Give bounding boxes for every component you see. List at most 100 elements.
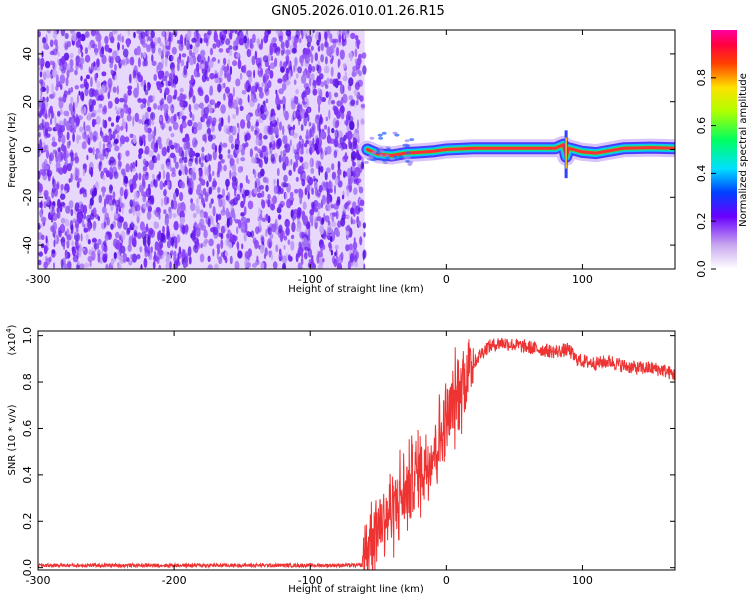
noise-speckle	[124, 188, 129, 198]
noise-speckle	[38, 131, 41, 138]
noise-speckle	[244, 251, 251, 260]
noise-speckle	[229, 32, 233, 40]
noise-speckle	[164, 70, 170, 78]
noise-speckle	[267, 194, 271, 200]
noise-speckle	[214, 77, 220, 84]
noise-speckle	[229, 65, 233, 76]
noise-speckle	[343, 34, 346, 40]
noise-speckle	[336, 196, 341, 205]
noise-speckle	[246, 30, 249, 35]
noise-speckle	[170, 115, 176, 124]
noise-speckle	[52, 91, 56, 98]
noise-speckle	[231, 125, 237, 136]
noise-speckle	[38, 190, 42, 196]
noise-speckle	[55, 124, 59, 131]
noise-speckle	[217, 247, 220, 255]
noise-speckle	[144, 244, 148, 253]
noise-speckle	[72, 132, 75, 143]
noise-speckle	[261, 217, 266, 222]
spec-x-tick-label: -300	[26, 273, 51, 286]
snr-y-tick-label: 0.6	[21, 420, 34, 438]
noise-speckle	[138, 119, 142, 124]
noise-speckle	[153, 73, 157, 82]
noise-speckle	[191, 171, 197, 181]
noise-speckle	[119, 33, 122, 43]
noise-speckle	[63, 263, 68, 269]
noise-speckle	[104, 35, 109, 45]
noise-speckle	[285, 227, 290, 236]
noise-speckle	[278, 203, 284, 209]
noise-speckle	[176, 56, 182, 64]
noise-speckle	[69, 219, 74, 231]
noise-speckle	[243, 193, 246, 205]
noise-speckle	[227, 149, 231, 154]
noise-speckle	[207, 255, 211, 262]
noise-speckle	[98, 141, 102, 151]
noise-speckle	[40, 200, 43, 210]
noise-speckle	[270, 134, 275, 145]
noise-speckle	[265, 213, 269, 221]
noise-speckle	[207, 134, 213, 142]
noise-speckle	[170, 250, 174, 256]
noise-speckle	[80, 247, 86, 252]
noise-speckle	[301, 31, 304, 40]
noise-speckle	[64, 157, 68, 168]
noise-speckle	[297, 66, 302, 74]
noise-speckle	[68, 103, 73, 112]
noise-speckle	[68, 200, 74, 209]
noise-speckle	[284, 192, 288, 200]
noise-speckle	[263, 253, 267, 260]
noise-speckle	[87, 221, 91, 232]
noise-speckle	[257, 62, 262, 69]
noise-speckle	[287, 124, 291, 131]
noise-speckle	[235, 78, 241, 87]
noise-speckle	[324, 38, 328, 46]
noise-speckle	[345, 113, 349, 123]
noise-speckle	[165, 261, 171, 269]
noise-speckle	[240, 119, 246, 129]
track-blob	[383, 161, 389, 165]
noise-speckle	[132, 116, 135, 127]
noise-speckle	[66, 131, 70, 141]
noise-speckle	[86, 154, 89, 161]
noise-speckle	[136, 215, 140, 224]
track-blob	[404, 139, 410, 143]
noise-speckle	[103, 221, 107, 228]
noise-speckle	[173, 192, 177, 201]
noise-speckle	[130, 162, 133, 173]
noise-speckle	[250, 230, 255, 238]
noise-speckle	[291, 47, 298, 54]
noise-speckle	[115, 116, 119, 123]
noise-speckle	[115, 231, 120, 239]
noise-speckle	[240, 166, 244, 172]
noise-speckle	[185, 133, 189, 139]
noise-speckle	[337, 72, 341, 80]
noise-speckle	[281, 230, 285, 239]
noise-speckle	[85, 233, 89, 241]
noise-speckle	[126, 58, 130, 65]
noise-speckle	[241, 243, 244, 250]
noise-speckle	[50, 216, 54, 223]
noise-speckle	[196, 184, 202, 193]
noise-speckle	[89, 105, 93, 113]
noise-speckle	[45, 44, 49, 49]
noise-speckle	[39, 70, 43, 78]
noise-speckle	[51, 141, 58, 147]
noise-speckle	[287, 239, 291, 245]
noise-speckle	[278, 35, 283, 42]
noise-speckle	[348, 243, 353, 251]
noise-speckle	[170, 107, 174, 113]
noise-speckle	[308, 121, 312, 127]
noise-speckle	[125, 163, 130, 173]
noise-speckle	[325, 56, 328, 65]
noise-speckle	[110, 204, 114, 212]
noise-speckle	[66, 234, 72, 241]
noise-speckle	[62, 93, 67, 103]
noise-speckle	[50, 225, 55, 232]
noise-speckle	[199, 212, 204, 218]
noise-speckle	[270, 254, 274, 261]
noise-speckle	[317, 45, 321, 52]
noise-speckle	[117, 263, 122, 269]
noise-speckle	[52, 69, 58, 78]
noise-speckle	[144, 226, 148, 234]
